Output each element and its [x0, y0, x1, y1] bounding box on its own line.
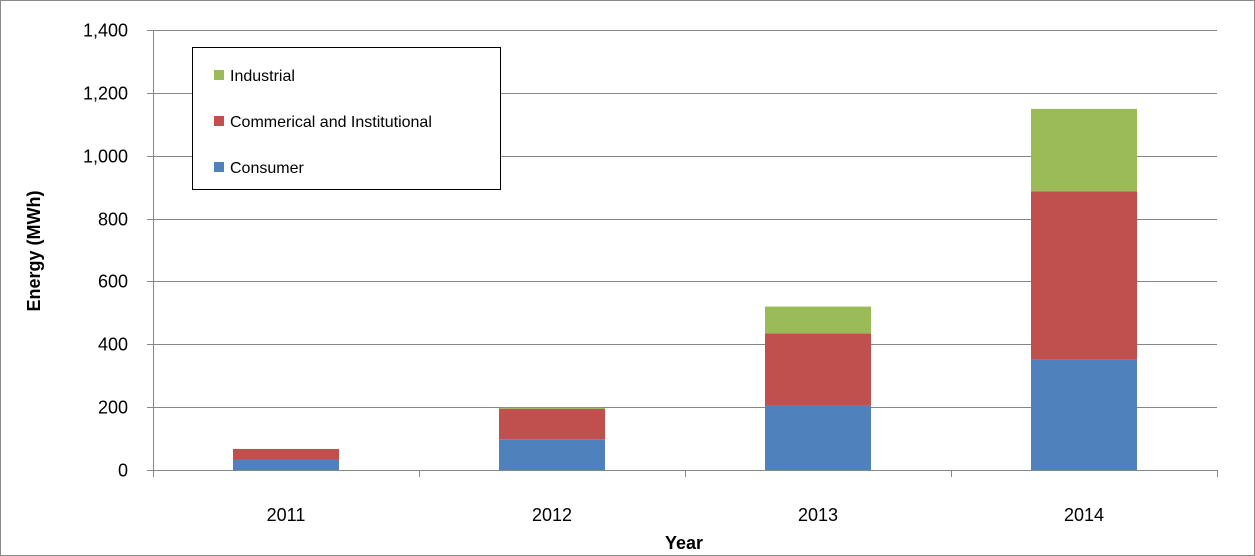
bar-segment-commerical-and-institutional-2012 — [499, 408, 605, 440]
bar-segment-commerical-and-institutional-2013 — [765, 333, 871, 406]
y-tick-label: 400 — [98, 335, 128, 355]
legend-swatch — [214, 70, 224, 80]
bar-segment-commerical-and-institutional-2014 — [1031, 191, 1137, 360]
bar-segment-consumer-2014 — [1031, 359, 1137, 470]
bar-segment-industrial-2014 — [1031, 108, 1137, 192]
x-tick-label: 2014 — [1064, 505, 1104, 525]
y-tick-label: 1,400 — [83, 21, 128, 41]
y-tick-label: 200 — [98, 398, 128, 418]
bar-segment-consumer-2011 — [233, 459, 339, 470]
x-tick-label: 2013 — [798, 505, 838, 525]
legend: Industrial Commerical and Institutional Co… — [192, 47, 501, 190]
legend-label: Consumer — [230, 160, 304, 177]
legend-swatch — [214, 162, 224, 172]
y-tick-label: 600 — [98, 272, 128, 292]
y-tick-label: 1,000 — [83, 147, 128, 167]
legend-label: Commerical and Institutional — [230, 114, 432, 131]
y-tick-label: 800 — [98, 210, 128, 230]
bar-segment-consumer-2013 — [765, 405, 871, 470]
bar-segment-consumer-2012 — [499, 439, 605, 470]
axes: 0 200 400 600 800 1,000 1,200 1,400 2011 2012 2013… — [83, 21, 1218, 525]
x-tick-label: 2011 — [267, 505, 306, 525]
bar-segment-industrial-2012 — [499, 407, 605, 409]
bar-segment-commerical-and-institutional-2011 — [233, 448, 339, 460]
bar-segment-industrial-2013 — [765, 306, 871, 334]
x-tick-label: 2012 — [532, 505, 572, 525]
y-axis-title: Energy (MWh) — [24, 191, 44, 312]
bars — [233, 108, 1137, 470]
legend-label: Industrial — [230, 68, 295, 85]
y-tick-label: 0 — [118, 461, 128, 481]
legend-swatch — [214, 116, 224, 126]
y-tick-label: 1,200 — [83, 84, 128, 104]
legend-box — [192, 47, 501, 190]
x-axis-title: Year — [665, 533, 703, 553]
